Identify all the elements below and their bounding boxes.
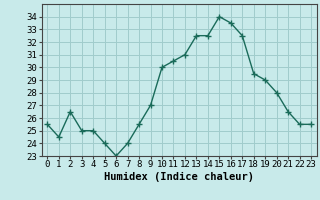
X-axis label: Humidex (Indice chaleur): Humidex (Indice chaleur) (104, 172, 254, 182)
